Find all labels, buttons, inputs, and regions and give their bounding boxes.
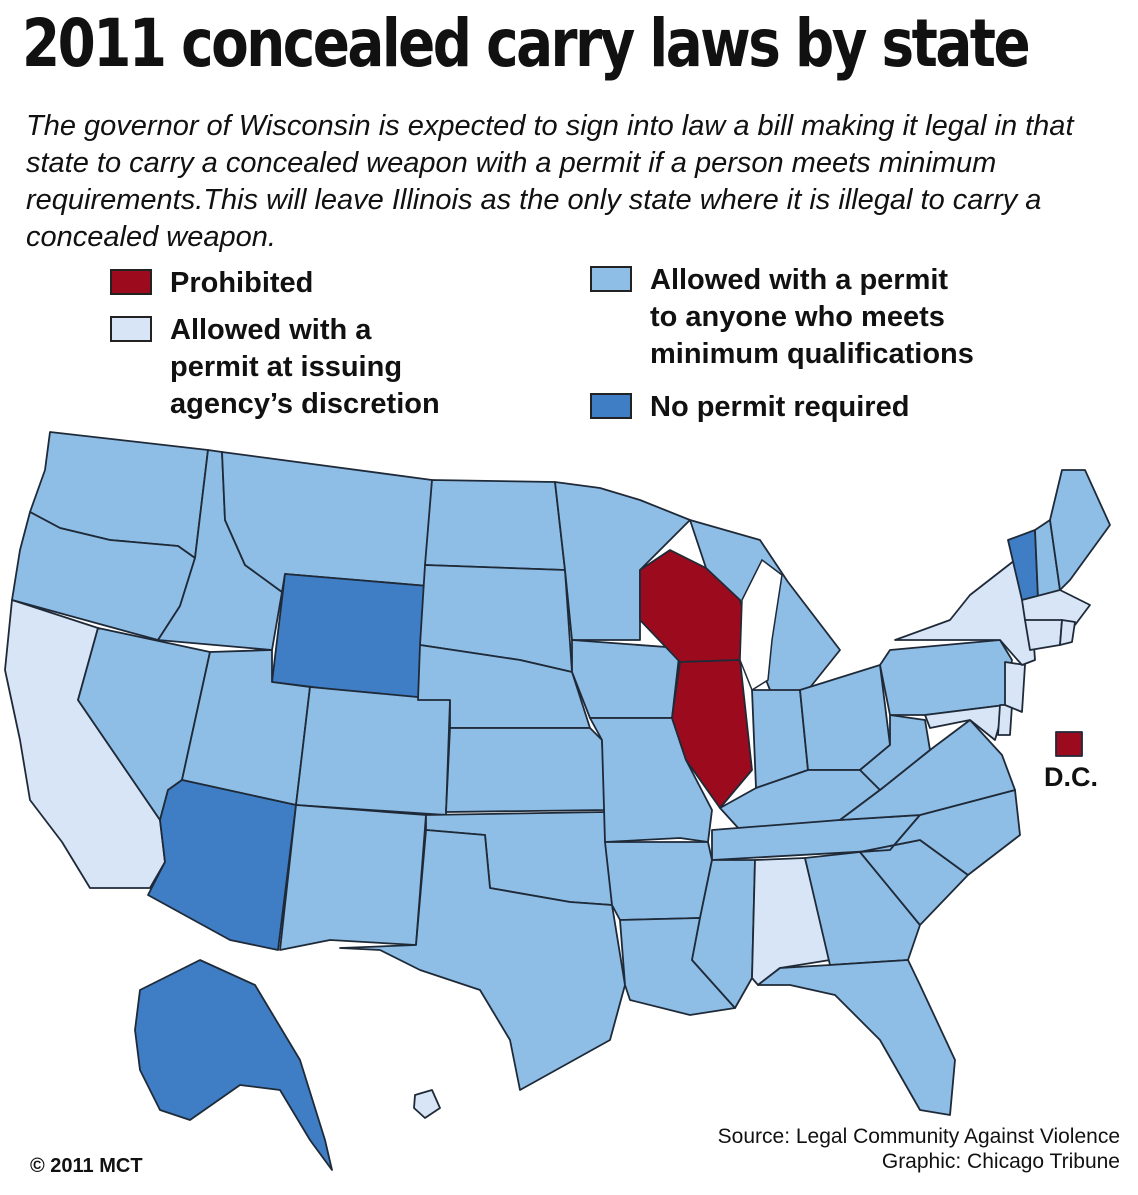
lake-michigan: [739, 558, 783, 692]
state-maryland: [924, 704, 1006, 741]
state-hawaii: [413, 1089, 441, 1119]
state-georgia: [804, 851, 921, 966]
state-connecticut: [1024, 619, 1063, 651]
state-arizona: [147, 779, 297, 951]
state-dc: [1055, 731, 1083, 757]
legend-prohibited: Prohibited: [110, 265, 313, 302]
legend-label-discretion: Allowed with a permit at issuing agency’…: [170, 314, 440, 420]
legend-label-shall-issue: Allowed with a permit to anyone who meet…: [650, 264, 974, 370]
page-title: 2011 concealed carry laws by state: [22, 5, 1031, 82]
state-texas: [339, 829, 626, 1091]
legend-discretion: Allowed with a permit at issuing agency’…: [110, 312, 440, 423]
legend-label-no-permit: No permit required: [650, 391, 910, 423]
state-wyoming: [271, 573, 429, 701]
legend-swatch-discretion: [110, 316, 152, 342]
state-new-jersey: [1004, 661, 1026, 713]
legend-no-permit: No permit required: [590, 389, 909, 426]
state-colorado: [295, 686, 451, 816]
state-alaska: [134, 959, 333, 1171]
state-maine: [1049, 469, 1111, 591]
graphic-credit-line: Graphic: Chicago Tribune: [881, 1150, 1120, 1173]
state-north-dakota: [424, 479, 566, 571]
source-line: Source: Legal Community Against Violence: [717, 1125, 1120, 1148]
state-new-mexico: [279, 804, 427, 951]
state-massachusetts: [1021, 589, 1091, 626]
state-montana: [221, 451, 433, 593]
dc-label: D.C.: [1044, 762, 1098, 792]
state-delaware: [997, 704, 1013, 736]
legend-label-prohibited: Prohibited: [170, 267, 314, 299]
copyright: © 2011 MCT: [30, 1155, 143, 1177]
state-iowa: [571, 639, 681, 719]
state-west-virginia: [859, 714, 931, 791]
legend-swatch-no-permit: [590, 393, 632, 419]
subtitle: The governor of Wisconsin is expected to…: [26, 110, 1074, 253]
legend-swatch-prohibited: [110, 269, 152, 295]
legend-swatch-shall-issue: [590, 266, 632, 292]
state-kansas: [445, 727, 606, 813]
state-pennsylvania: [879, 639, 1013, 716]
state-rhode-island: [1059, 619, 1076, 646]
state-florida: [757, 959, 956, 1116]
state-arkansas: [604, 841, 713, 921]
legend-shall-issue: Allowed with a permit to anyone who meet…: [590, 262, 974, 373]
source-credit: Source: Legal Community Against Violence…: [718, 1124, 1120, 1174]
